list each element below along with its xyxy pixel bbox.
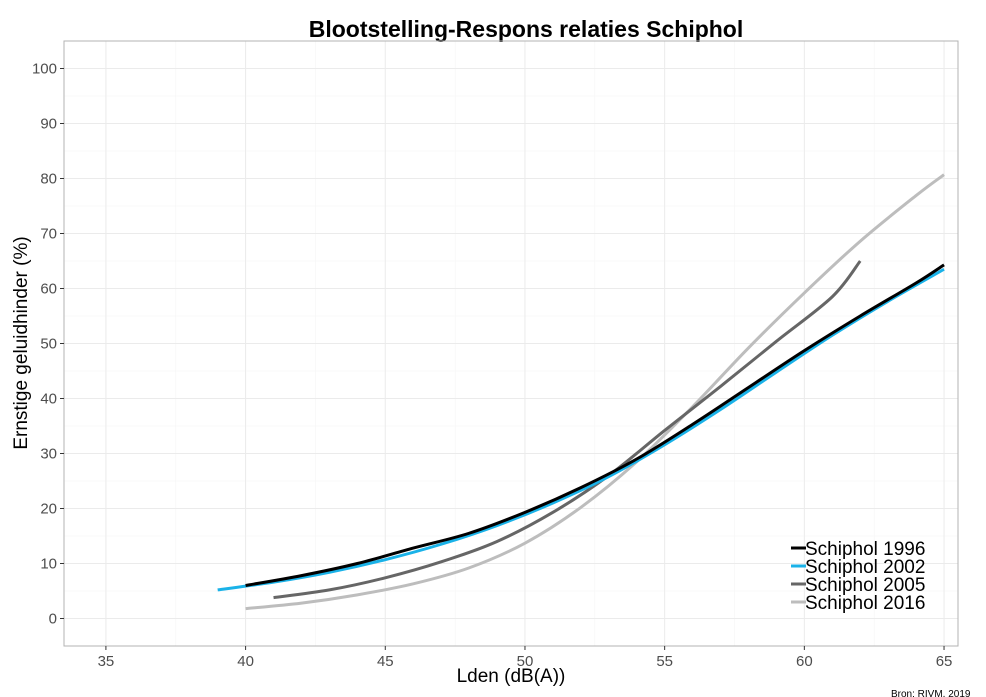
legend-label-schiphol-1996: Schiphol 1996 bbox=[805, 539, 925, 560]
y-tick-label: 10 bbox=[40, 556, 57, 573]
y-axis-ticks: 0 10 20 30 40 50 60 70 80 90 100 bbox=[32, 61, 64, 628]
source-note: Bron: RIVM, 2019 bbox=[891, 689, 971, 697]
x-axis-ticks: 35 40 45 50 55 60 65 bbox=[98, 646, 953, 670]
y-tick-label: 30 bbox=[40, 446, 57, 463]
legend-label-schiphol-2005: Schiphol 2005 bbox=[805, 575, 925, 596]
legend-label-schiphol-2016: Schiphol 2016 bbox=[805, 593, 925, 614]
y-tick-label: 50 bbox=[40, 336, 57, 353]
x-tick-label: 35 bbox=[98, 653, 115, 670]
legend-label-schiphol-2002: Schiphol 2002 bbox=[805, 557, 925, 578]
x-tick-label: 55 bbox=[656, 653, 673, 670]
x-tick-label: 45 bbox=[377, 653, 394, 670]
chart-title: Blootstelling-Respons relaties Schiphol bbox=[309, 16, 744, 42]
grid bbox=[64, 41, 958, 646]
series-lines bbox=[217, 173, 945, 611]
x-tick-label: 65 bbox=[936, 653, 953, 670]
y-tick-label: 70 bbox=[40, 226, 57, 243]
y-tick-label: 80 bbox=[40, 171, 57, 188]
y-tick-label: 90 bbox=[40, 116, 57, 133]
y-axis-label: Ernstige geluidhinder (%) bbox=[11, 236, 32, 449]
x-tick-label: 60 bbox=[796, 653, 813, 670]
series-line-schiphol-2002 bbox=[217, 267, 945, 592]
series-line-schiphol-2005 bbox=[273, 260, 862, 600]
x-axis-label: Lden (dB(A)) bbox=[457, 666, 566, 687]
y-tick-label: 20 bbox=[40, 501, 57, 518]
series-line-schiphol-2016 bbox=[245, 173, 945, 611]
series-line-schiphol-1996 bbox=[245, 263, 945, 587]
x-tick-label: 40 bbox=[237, 653, 254, 670]
y-tick-label: 60 bbox=[40, 281, 57, 298]
y-tick-label: 100 bbox=[32, 61, 57, 78]
y-tick-label: 40 bbox=[40, 391, 57, 408]
y-tick-label: 0 bbox=[49, 611, 57, 628]
x-tick-label: 50 bbox=[517, 653, 534, 670]
